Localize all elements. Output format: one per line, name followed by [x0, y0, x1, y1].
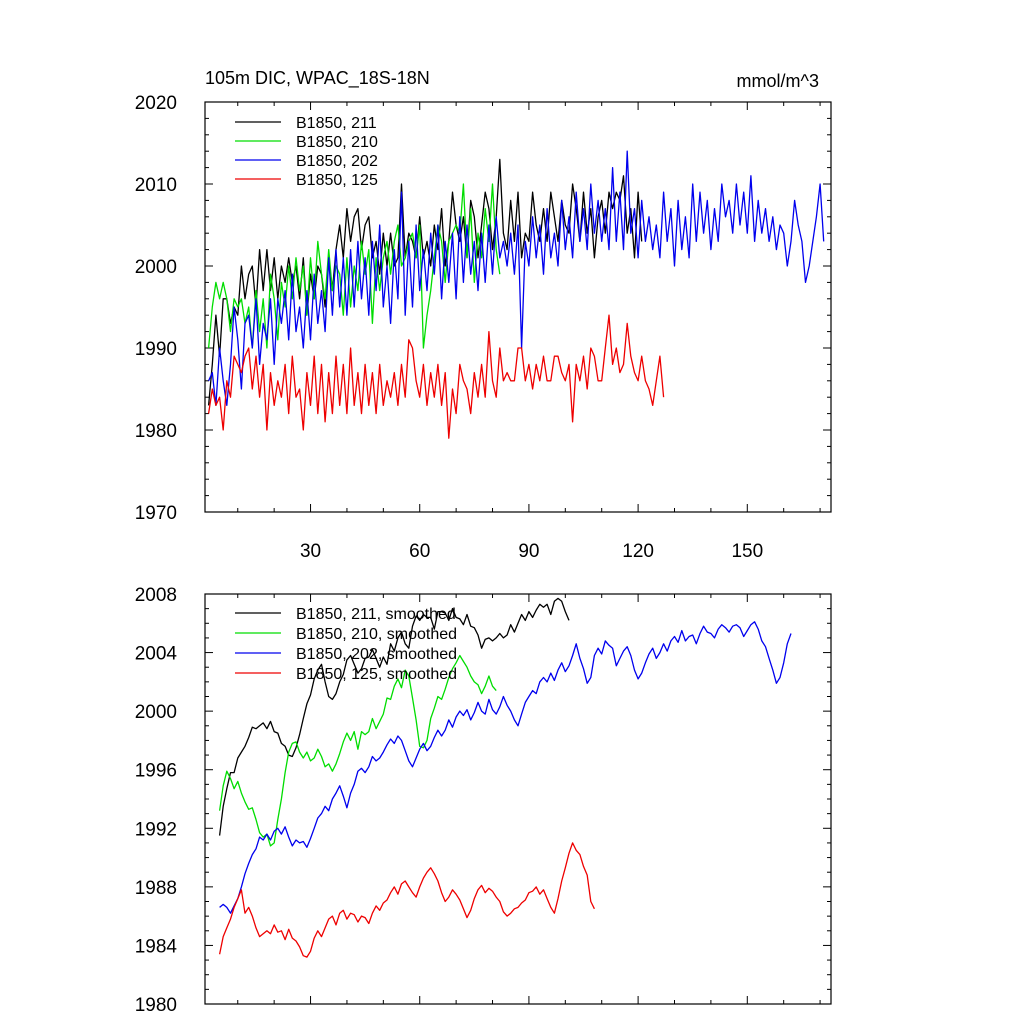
- legend-label: B1850, 211: [296, 115, 377, 132]
- y-tick-label: 1984: [135, 936, 178, 957]
- x-tick-label: 60: [409, 541, 430, 562]
- y-tick-label: 2020: [135, 93, 177, 114]
- legend-label: B1850, 202, smoothed: [296, 646, 457, 663]
- bottom-plot: 1980 1984 1988 1992 1996 2000 2004 2008 B1850, 2…: [135, 585, 832, 1016]
- x-tick-label: 90: [518, 541, 539, 562]
- x-tick-label: 30: [300, 541, 321, 562]
- y-tick-label: 1980: [135, 995, 177, 1016]
- legend-label: B1850, 125: [296, 172, 378, 189]
- series-line-3: [219, 621, 792, 914]
- y-tick-label: 1990: [135, 339, 177, 360]
- plot-frame: [204, 101, 832, 513]
- y-tick-label: 2000: [135, 702, 177, 723]
- legend-label: B1850, 211, smoothed: [296, 606, 456, 623]
- legend-label: B1850, 210: [296, 134, 378, 151]
- y-tick-label: 1970: [135, 503, 177, 524]
- x-tick-label: 120: [622, 541, 654, 562]
- legend-label: B1850, 210, smoothed: [296, 626, 457, 643]
- series-line-4: [218, 842, 595, 958]
- series-line-3: [208, 150, 825, 407]
- y-tick-label: 1980: [135, 421, 177, 442]
- y-tick-label: 2004: [135, 644, 178, 665]
- x-tick-label: 150: [731, 541, 763, 562]
- series-line-2: [218, 654, 497, 847]
- y-tick-label: 2008: [135, 585, 177, 606]
- chart-title: 105m DIC, WPAC_18S-18N: [205, 68, 430, 89]
- y-tick-label: 2000: [135, 257, 177, 278]
- top-plot: 1970 1980 1990 2000 2010 2020 30 60 90 120 150 105m…: [135, 68, 832, 562]
- legend-label: B1850, 125, smoothed: [296, 666, 457, 683]
- series-line-4: [207, 314, 665, 439]
- series-line-1: [218, 597, 570, 836]
- y-tick-label: 2010: [135, 175, 177, 196]
- legend-label: B1850, 202: [296, 153, 378, 170]
- y-tick-label: 1988: [135, 878, 177, 899]
- units-label: mmol/m^3: [737, 71, 819, 91]
- y-tick-label: 1996: [135, 761, 177, 782]
- series-line-2: [207, 183, 501, 349]
- y-tick-label: 1992: [135, 819, 177, 840]
